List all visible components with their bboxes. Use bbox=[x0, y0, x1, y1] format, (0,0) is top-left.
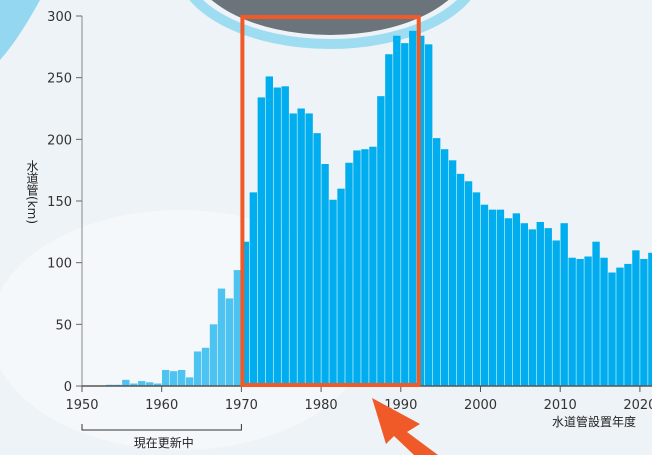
bar bbox=[154, 383, 162, 386]
bar bbox=[480, 204, 489, 386]
x-tick-label: 2020 bbox=[623, 398, 652, 413]
bar bbox=[504, 218, 513, 386]
bar bbox=[432, 138, 441, 386]
bar bbox=[456, 173, 465, 386]
bar bbox=[648, 252, 652, 386]
arrow-pointer bbox=[372, 398, 438, 455]
bar bbox=[146, 382, 154, 386]
bar bbox=[289, 113, 297, 386]
bar bbox=[592, 241, 600, 386]
bar bbox=[544, 228, 552, 386]
bar bbox=[361, 149, 369, 386]
bar bbox=[568, 257, 576, 386]
bar bbox=[584, 256, 592, 386]
bar bbox=[169, 371, 178, 386]
bar bbox=[297, 108, 305, 386]
x-tick-label: 1960 bbox=[145, 398, 178, 413]
bar bbox=[177, 369, 186, 386]
bar-series bbox=[106, 30, 652, 387]
bar bbox=[217, 288, 226, 386]
bar bbox=[353, 150, 361, 386]
bar bbox=[488, 209, 497, 386]
x-tick-label: 2000 bbox=[464, 398, 497, 413]
bar bbox=[464, 181, 473, 386]
y-tick-label: 100 bbox=[47, 257, 72, 272]
bar bbox=[193, 351, 202, 386]
bar bbox=[313, 133, 321, 386]
bracket-line bbox=[81, 424, 242, 431]
bar bbox=[122, 379, 130, 386]
bar bbox=[608, 272, 616, 386]
bar bbox=[472, 192, 481, 386]
bar bbox=[209, 324, 218, 386]
bar bbox=[377, 96, 385, 387]
bar bbox=[425, 44, 433, 386]
bracket-label: 現在更新中 bbox=[134, 435, 194, 450]
bar bbox=[552, 240, 560, 386]
bar bbox=[201, 347, 210, 386]
bar bbox=[273, 87, 281, 387]
y-tick-label: 0 bbox=[64, 380, 72, 395]
bar bbox=[138, 381, 146, 386]
bar bbox=[536, 221, 544, 386]
y-tick-label: 300 bbox=[47, 10, 72, 25]
bar bbox=[281, 86, 289, 387]
x-axis: 19501960197019801990200020102020 bbox=[65, 385, 652, 413]
bar bbox=[576, 258, 584, 386]
bar bbox=[369, 146, 377, 386]
bar bbox=[448, 160, 457, 386]
bar bbox=[329, 199, 337, 386]
bar bbox=[185, 377, 194, 386]
bar bbox=[624, 263, 632, 386]
x-tick-label: 1980 bbox=[305, 398, 338, 413]
bar bbox=[560, 223, 568, 386]
y-tick-label: 50 bbox=[55, 318, 72, 333]
y-axis-label: 水道管(km) bbox=[25, 160, 39, 224]
renewal-bracket: 現在更新中 bbox=[81, 424, 242, 450]
bar bbox=[225, 298, 234, 386]
bar bbox=[321, 164, 329, 386]
bar bbox=[130, 383, 138, 386]
x-axis-label: 水道管設置年度 bbox=[552, 414, 636, 429]
bar bbox=[632, 250, 640, 386]
bar bbox=[393, 35, 401, 386]
bar bbox=[520, 223, 529, 386]
bar bbox=[401, 43, 409, 387]
bar bbox=[345, 162, 353, 386]
bar bbox=[385, 54, 393, 386]
x-tick-label: 2010 bbox=[544, 398, 577, 413]
bar bbox=[249, 192, 258, 386]
y-tick-label: 200 bbox=[47, 133, 72, 148]
x-tick-label: 1970 bbox=[225, 398, 258, 413]
y-tick-label: 150 bbox=[47, 195, 72, 210]
y-tick-label: 250 bbox=[47, 72, 72, 87]
bar bbox=[162, 369, 170, 386]
bar bbox=[337, 188, 345, 386]
bar bbox=[241, 241, 250, 386]
x-tick-label: 1950 bbox=[65, 398, 98, 413]
bar bbox=[233, 270, 242, 386]
bar bbox=[305, 113, 313, 386]
bar bbox=[265, 76, 273, 386]
bar bbox=[409, 30, 417, 387]
bar bbox=[257, 97, 266, 387]
bar bbox=[440, 149, 449, 386]
bar bbox=[640, 258, 648, 386]
y-axis: 0 50 100 150 200 250 300 bbox=[47, 10, 83, 395]
bar bbox=[528, 229, 536, 386]
bar bbox=[512, 213, 521, 386]
bar bbox=[616, 267, 624, 386]
bar bbox=[496, 209, 505, 386]
highlight-box bbox=[240, 15, 421, 387]
bar bbox=[600, 257, 608, 386]
